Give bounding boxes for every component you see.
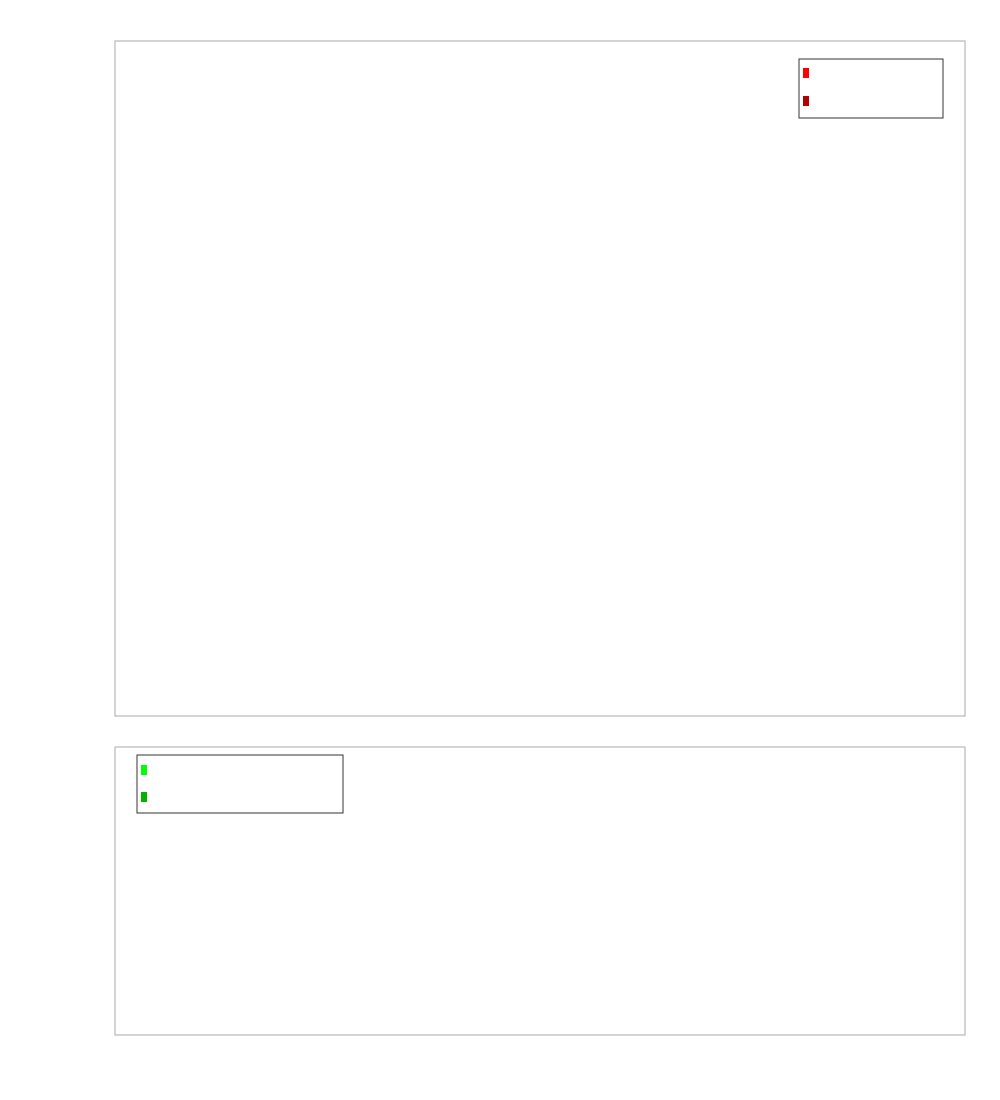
bottom-legend-box	[136, 754, 344, 814]
top-legend	[798, 58, 944, 119]
bottom-legend	[136, 754, 344, 814]
incremental-rate-plot	[114, 40, 966, 717]
top-plot-frame	[114, 40, 966, 717]
rupture-count-plot	[114, 746, 966, 1036]
bottom-plot-frame	[114, 746, 966, 1036]
utilized-swatch-icon	[141, 792, 147, 802]
available-swatch-icon	[141, 765, 147, 775]
participation-swatch-icon	[803, 68, 809, 78]
nucleation-swatch-icon	[803, 96, 809, 106]
top-legend-box	[798, 58, 944, 119]
